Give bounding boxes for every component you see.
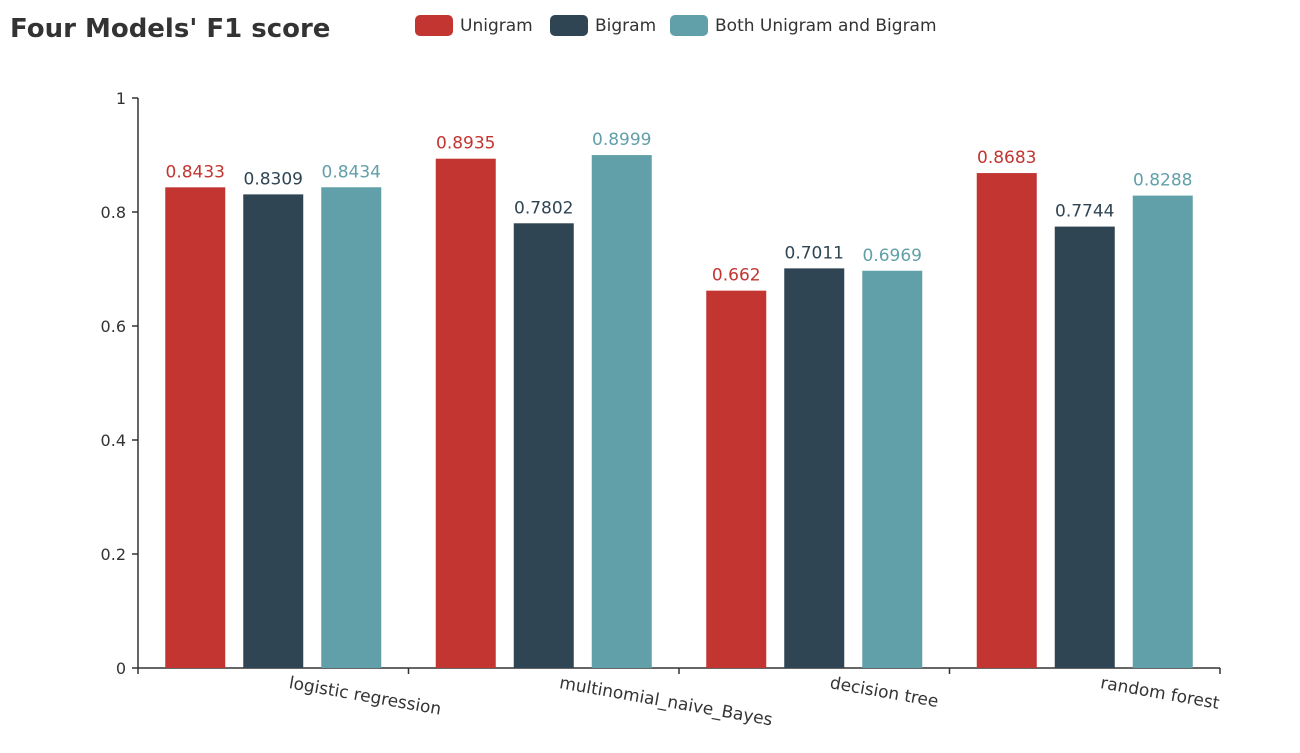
x-tick-label: random forest (1099, 673, 1221, 714)
data-label: 0.7011 (785, 243, 844, 263)
bar (1132, 195, 1193, 669)
data-label: 0.8309 (244, 169, 303, 189)
y-tick-label: 0.4 (101, 431, 126, 450)
legend-swatch (670, 15, 708, 36)
data-label: 0.8683 (977, 148, 1036, 168)
x-tick-label: logistic regression (287, 673, 442, 719)
bar (1054, 226, 1115, 669)
y-tick-label: 0.6 (101, 317, 126, 336)
y-axis: 0 0.2 0.4 0.6 0.8 1 (101, 89, 139, 678)
data-label: 0.8433 (166, 162, 225, 182)
legend-item[interactable]: Both Unigram and Bigram (670, 15, 937, 36)
bar (321, 187, 382, 668)
bar (706, 290, 767, 668)
x-tick-label: multinomial_naive_Bayes (558, 673, 774, 730)
y-tick-label: 0.8 (101, 203, 126, 222)
data-labels: 0.8433 0.8309 0.8434 0.8935 0.7802 0.8999 0.66… (166, 130, 1193, 286)
y-tick-label: 0 (116, 659, 126, 678)
data-label: 0.6969 (863, 246, 922, 266)
bar (591, 155, 652, 668)
data-label: 0.8935 (436, 134, 495, 154)
legend-label: Both Unigram and Bigram (715, 16, 937, 36)
data-label: 0.7744 (1055, 202, 1114, 222)
legend: Unigram Bigram Both Unigram and Bigram (415, 15, 937, 36)
data-label: 0.8288 (1133, 171, 1192, 191)
legend-label: Unigram (460, 16, 533, 36)
x-tick-label: decision tree (828, 673, 939, 712)
legend-item[interactable]: Unigram (415, 15, 533, 36)
bar (513, 223, 574, 668)
legend-item[interactable]: Bigram (550, 15, 656, 36)
data-label: 0.662 (712, 266, 761, 286)
bar (784, 268, 845, 668)
bar (165, 187, 226, 668)
data-label: 0.8434 (322, 162, 381, 182)
bar (862, 270, 923, 668)
bar (976, 173, 1037, 668)
chart-title: Four Models' F1 score (10, 14, 330, 44)
legend-swatch (550, 15, 588, 36)
legend-label: Bigram (595, 16, 656, 36)
bar (435, 158, 496, 668)
y-tick-label: 0.2 (101, 545, 126, 564)
data-label: 0.7802 (514, 198, 573, 218)
bar (243, 194, 304, 668)
legend-swatch (415, 15, 453, 36)
bars (165, 155, 1193, 669)
y-tick-label: 1 (116, 89, 126, 108)
data-label: 0.8999 (592, 130, 651, 150)
x-axis: logistic regression multinomial_naive_Bay… (137, 667, 1221, 730)
